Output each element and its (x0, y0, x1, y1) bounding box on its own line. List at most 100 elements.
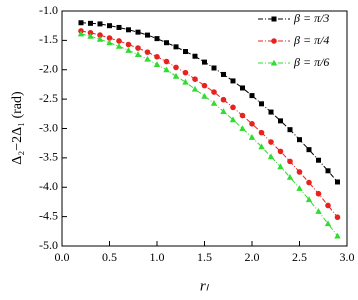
x-tick-label: 2.0 (245, 250, 260, 264)
marker (78, 20, 84, 26)
x-tick-label: 0.5 (102, 250, 117, 264)
marker (164, 40, 169, 46)
marker (116, 24, 122, 30)
marker (335, 179, 340, 185)
marker (240, 85, 245, 91)
x-tick-label: 2.5 (292, 250, 307, 264)
marker (277, 163, 284, 170)
marker (249, 121, 255, 127)
marker (202, 59, 207, 65)
marker (163, 66, 170, 73)
marker (192, 53, 198, 59)
x-tick-label: 0.0 (55, 250, 70, 264)
marker (192, 76, 198, 82)
marker (201, 82, 208, 89)
marker (106, 35, 113, 41)
marker (191, 85, 199, 92)
marker (287, 127, 293, 133)
marker (306, 179, 312, 186)
y-axis-label: Δ₂−2Δ₁ (rad) (10, 91, 25, 165)
marker (220, 108, 227, 114)
marker (324, 220, 332, 227)
marker (96, 35, 104, 42)
marker (315, 208, 322, 214)
marker (182, 78, 189, 85)
marker (268, 139, 274, 145)
marker (305, 196, 313, 203)
marker (296, 185, 303, 191)
marker (144, 49, 151, 55)
marker (248, 134, 256, 140)
legend-label: β = π/4 (293, 33, 329, 47)
marker (334, 214, 341, 221)
marker (220, 96, 227, 103)
y-tick-label: -1.0 (39, 3, 58, 17)
marker (258, 143, 265, 150)
marker (296, 169, 303, 175)
marker (134, 51, 142, 57)
marker (116, 38, 122, 44)
marker (211, 65, 217, 71)
marker (163, 58, 170, 65)
legend-marker (271, 16, 277, 22)
marker (230, 78, 236, 84)
marker (287, 158, 293, 165)
marker (334, 232, 341, 239)
marker (278, 118, 283, 124)
marker (297, 137, 302, 143)
marker (135, 29, 141, 35)
marker (154, 54, 160, 60)
marker (258, 129, 265, 136)
marker (135, 45, 141, 51)
marker (230, 104, 236, 111)
marker (87, 29, 94, 36)
marker (239, 125, 246, 131)
y-tick-label: -2.5 (39, 91, 58, 105)
marker (87, 32, 94, 39)
legend-label: β = π/6 (293, 55, 329, 69)
y-tick-label: -1.5 (39, 32, 58, 46)
series-line (80, 22, 338, 183)
x-axis-label: rₗ (200, 278, 210, 294)
marker (277, 148, 284, 155)
marker (97, 32, 103, 38)
series-line (80, 33, 338, 237)
marker (315, 190, 322, 197)
marker (173, 44, 179, 50)
marker (107, 23, 112, 29)
marker (115, 42, 123, 49)
marker (182, 69, 189, 76)
marker (211, 89, 217, 95)
legend-marker (271, 38, 277, 44)
marker (88, 20, 93, 26)
x-tick-label: 1.5 (197, 250, 212, 264)
marker (268, 109, 274, 115)
marker (201, 92, 208, 99)
marker (259, 101, 264, 107)
marker (145, 32, 150, 38)
marker (229, 116, 237, 123)
y-tick-label: -4.0 (39, 179, 58, 193)
marker (239, 112, 246, 119)
marker (267, 153, 275, 160)
marker (249, 93, 255, 99)
marker (325, 168, 331, 174)
marker (316, 157, 321, 163)
marker (183, 49, 188, 55)
y-tick-label: -3.0 (39, 120, 58, 134)
marker (125, 41, 132, 48)
marker (172, 72, 180, 79)
y-tick-label: -3.5 (39, 150, 58, 164)
marker (221, 71, 226, 77)
legend-marker (270, 59, 278, 66)
marker (154, 36, 160, 42)
marker (125, 47, 132, 53)
marker (106, 39, 113, 46)
marker (126, 27, 131, 33)
marker (306, 147, 312, 153)
legend-label: β = π/3 (293, 11, 329, 25)
y-tick-label: -4.5 (39, 208, 58, 222)
marker (286, 173, 294, 180)
marker (144, 55, 151, 62)
